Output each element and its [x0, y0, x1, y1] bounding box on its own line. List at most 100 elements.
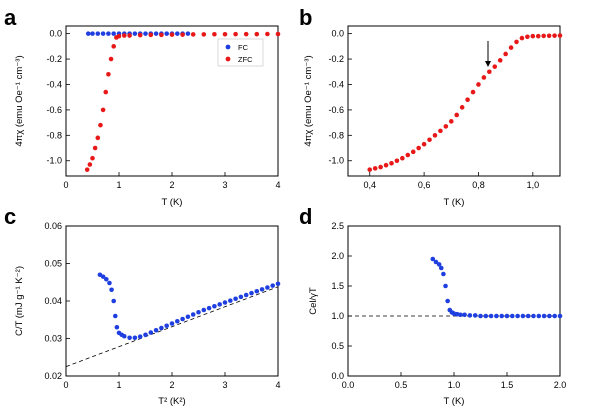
x-tick-label: 1 [116, 380, 121, 390]
data-point [127, 33, 132, 38]
y-tick-label: 1.5 [331, 281, 344, 291]
data-point [383, 162, 389, 168]
data-point [367, 167, 373, 172]
data-point [265, 285, 270, 290]
data-point [552, 33, 557, 38]
data-point [546, 33, 552, 39]
y-tick-label: -0.4 [328, 79, 344, 89]
data-point [472, 313, 478, 318]
data-point [454, 112, 460, 118]
data-point [112, 313, 118, 319]
panel-c-letter: c [4, 204, 16, 229]
data-point [541, 313, 547, 319]
x-tick-label: 2.0 [554, 380, 567, 390]
panel-d-ylabel: Cel/γT [308, 287, 319, 315]
data-point [487, 69, 492, 75]
legend-fc-marker [225, 44, 231, 50]
data-point [557, 33, 563, 38]
data-point [85, 31, 91, 36]
data-point [107, 280, 112, 286]
y-tick-label: -0.8 [46, 130, 62, 140]
data-point [159, 325, 164, 331]
panel-a-xlabel: T (K) [162, 197, 183, 208]
data-point [530, 33, 536, 39]
data-point [109, 287, 114, 293]
y-tick-label: 2.5 [331, 221, 344, 231]
panel-a-ylabel: 4πχ (emu Oe⁻¹ cm⁻³) [14, 55, 25, 146]
panel-a-marks [84, 31, 281, 172]
data-point [492, 64, 498, 69]
data-point [233, 296, 238, 302]
data-point [143, 332, 148, 338]
data-point [503, 51, 508, 57]
panel-c-xlabel: T² (K²) [158, 396, 185, 407]
data-point [84, 167, 90, 172]
data-point [416, 145, 421, 151]
y-tick-label: -0.2 [328, 54, 344, 64]
x-tick-label: 0,4 [363, 180, 376, 190]
data-point [111, 31, 116, 36]
panel-b: b 0,4 0,6 0,8 1,0 0.0 -0.2 -0.4 -0.6 -0.8 -1.0 T … [299, 5, 563, 208]
data-point [497, 58, 503, 63]
data-point [405, 152, 411, 158]
data-point [132, 335, 138, 341]
data-point [519, 35, 525, 41]
panel-c: c 0 1 2 3 4 0.02 0.03 0.04 0.05 0.06 T² (K²) C/T … [4, 204, 281, 407]
panel-b-ticks: 0,4 0,6 0,8 1,0 0.0 -0.2 -0.4 -0.6 -0.8 -1.0 [328, 29, 539, 190]
data-point [100, 274, 106, 279]
y-tick-label: 0.05 [44, 259, 62, 269]
data-point [108, 56, 114, 62]
data-point [467, 313, 473, 318]
data-point [159, 32, 164, 38]
x-tick-label: 2 [169, 180, 174, 190]
y-tick-label: 0.02 [44, 371, 62, 381]
data-point [243, 31, 249, 37]
x-tick-label: 0.0 [342, 380, 355, 390]
data-point [443, 283, 448, 289]
x-tick-label: 4 [275, 380, 280, 390]
data-point [206, 305, 212, 311]
x-tick-label: 3 [222, 180, 227, 190]
y-tick-label: 0.0 [49, 29, 62, 39]
x-tick-label: 1.5 [501, 380, 514, 390]
y-tick-label: 0.0 [331, 371, 344, 381]
data-point [132, 31, 138, 36]
data-point [432, 133, 438, 138]
data-point [100, 31, 106, 36]
data-point [504, 313, 510, 319]
x-tick-label: 0,6 [418, 180, 431, 190]
x-tick-label: 0 [63, 180, 68, 190]
data-point [462, 312, 467, 318]
data-point [436, 262, 442, 267]
panel-b-letter: b [299, 5, 312, 30]
data-point [275, 31, 281, 37]
panel-c-ylabel: C/T (mJ g⁻¹ K⁻²) [14, 266, 25, 336]
y-tick-label: -0.8 [328, 130, 344, 140]
data-point [459, 105, 465, 110]
data-point [448, 119, 454, 124]
arrow-head [485, 61, 491, 67]
data-point [483, 313, 489, 319]
data-point [470, 89, 476, 95]
data-point [476, 82, 481, 87]
data-point [410, 149, 416, 155]
y-tick-label: 0.03 [44, 334, 62, 344]
y-tick-label: 0.0 [331, 29, 344, 39]
data-point [185, 31, 191, 36]
data-point [87, 162, 93, 167]
data-point [525, 313, 531, 319]
panel-d-letter: d [299, 204, 312, 229]
data-point [394, 158, 400, 164]
data-point [430, 256, 436, 262]
y-tick-label: 2.0 [331, 251, 344, 261]
data-point [233, 31, 238, 37]
x-tick-label: 0.5 [395, 380, 408, 390]
data-point [201, 307, 207, 313]
panel-b-plot-frame [347, 25, 561, 177]
data-point [153, 31, 159, 36]
data-point [103, 89, 109, 95]
y-tick-label: -0.4 [46, 79, 62, 89]
y-tick-label: -0.6 [328, 105, 344, 115]
x-tick-label: 3 [222, 380, 227, 390]
panel-b-xlabel: T (K) [444, 197, 465, 208]
